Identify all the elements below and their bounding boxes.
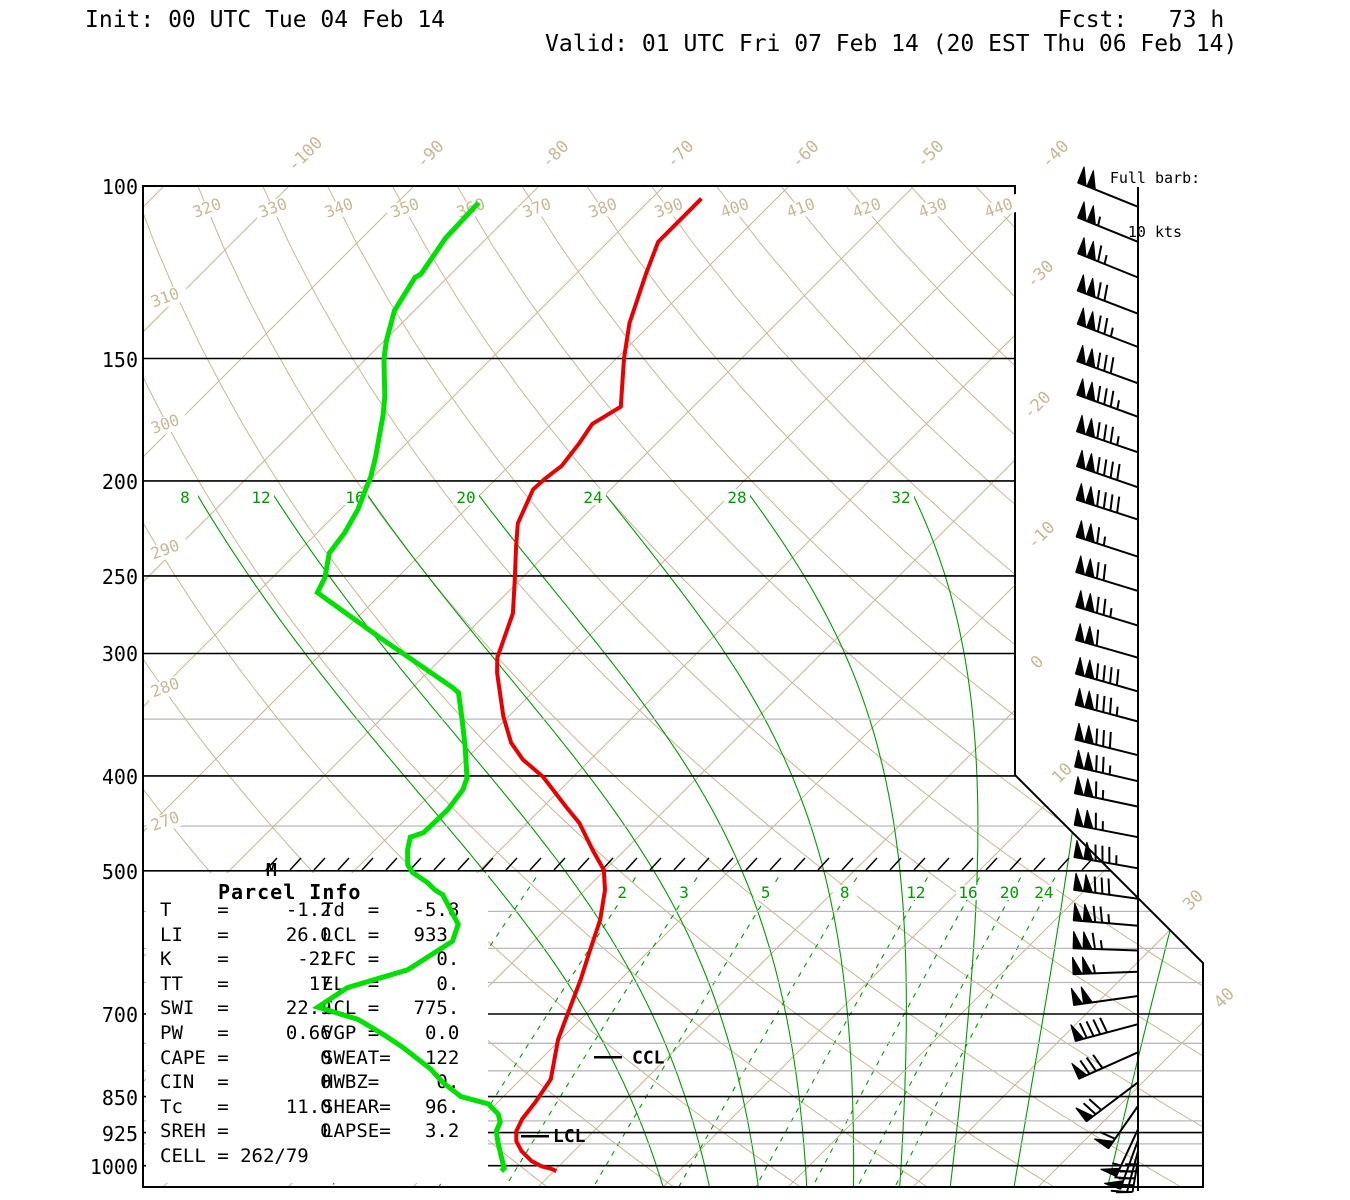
mixing-ratio-label: 20 — [1000, 883, 1019, 902]
mixing-ratio-label: 12 — [906, 883, 925, 902]
wind-barb — [1075, 520, 1139, 558]
wind-barb — [1073, 840, 1139, 870]
wind-barb — [1075, 555, 1139, 592]
wind-barbs — [1070, 166, 1139, 1194]
m-marker: M — [266, 860, 277, 881]
lcl-marker: LCL — [521, 1126, 586, 1147]
wind-barb — [1074, 688, 1139, 723]
wind-barb — [1077, 237, 1139, 279]
mixing-ratio-labels: 2 3 5 8 12 16 20 24 — [610, 883, 1056, 902]
moist-adiabat-label: 24 — [583, 488, 602, 507]
wind-barb — [1071, 956, 1139, 976]
mixing-ratio-label: 8 — [840, 883, 850, 902]
wind-barb-legend-line1: Full barb: — [1109, 169, 1201, 187]
wind-barb — [1077, 201, 1139, 243]
pressure-tick-label: 100 — [101, 175, 138, 199]
wind-barb — [1100, 1128, 1139, 1178]
init-time-label: Init: 00 UTC Tue 04 Feb 14 — [85, 7, 446, 33]
lcl-marker-label: LCL — [553, 1126, 586, 1147]
wind-barb — [1077, 166, 1139, 208]
mixing-ratio-label: 2 — [617, 883, 627, 902]
wind-barb — [1075, 1081, 1139, 1123]
wind-barb — [1070, 986, 1139, 1006]
pressure-tick-label: 400 — [101, 764, 138, 789]
pressure-tick-label: 1000 — [89, 1154, 138, 1179]
pressure-tick-label: 925 — [101, 1121, 138, 1146]
pressure-tick-label: 250 — [101, 564, 138, 589]
pressure-tick-label: 850 — [101, 1085, 138, 1110]
wind-barb — [1093, 1105, 1139, 1150]
wind-barb — [1074, 749, 1139, 783]
moist-adiabat-labels: 8 12 16 20 24 28 32 — [172, 488, 914, 507]
plot-border — [142, 185, 1204, 1188]
wind-barb — [1075, 590, 1139, 627]
forecast-hour-label: Fcst: 73 h — [1058, 7, 1225, 33]
pressure-tick-label: 300 — [101, 642, 138, 667]
wind-barb — [1116, 1160, 1139, 1194]
wind-barb — [1076, 307, 1139, 348]
wind-barb — [1072, 903, 1139, 927]
wind-barb-legend: Full barb: 10 kts — [1095, 133, 1215, 277]
valid-time-label: Valid: 01 UTC Fri 07 Feb 14 (20 EST Thu … — [545, 31, 1238, 57]
moist-adiabat-label: 28 — [727, 488, 746, 507]
moist-adiabat-label: 20 — [456, 488, 475, 507]
parcel-info-mask — [146, 873, 488, 1183]
wind-barb — [1076, 274, 1139, 315]
freezing-hash-marks — [265, 857, 1094, 871]
wind-barb — [1073, 776, 1139, 808]
temperature-curve — [495, 197, 703, 1173]
wind-barb — [1072, 931, 1139, 952]
mixing-ratio-label: 3 — [679, 883, 689, 902]
wind-barb — [1074, 722, 1139, 757]
wind-barb — [1076, 344, 1139, 385]
pressure-tick-label: 150 — [101, 347, 138, 372]
wind-barb — [1075, 449, 1139, 489]
wind-barb — [1075, 414, 1139, 454]
wind-barb — [1073, 872, 1139, 900]
wind-barb — [1070, 1017, 1139, 1042]
wind-barb — [1074, 657, 1139, 693]
dewpoint-curve — [311, 200, 507, 1173]
wind-barb — [1075, 483, 1139, 521]
wind-barb — [1073, 807, 1139, 839]
wind-barb — [1076, 378, 1139, 418]
wind-barb-legend-line2: 10 kts — [1127, 223, 1183, 241]
pressure-tick-label: 500 — [101, 859, 138, 884]
mixing-ratio-label: 5 — [761, 883, 771, 902]
mixing-ratio-label: 16 — [958, 883, 977, 902]
ccl-marker-label: CCL — [632, 1047, 665, 1068]
pressure-tick-label: 700 — [101, 1002, 138, 1027]
wind-barb — [1071, 1051, 1139, 1080]
ccl-marker: CCL — [594, 1047, 665, 1068]
pressure-tick-label: 200 — [101, 469, 138, 494]
moist-adiabat-label: 32 — [891, 488, 910, 507]
moist-adiabat-label: 8 — [180, 488, 190, 507]
moist-adiabat-label: 12 — [251, 488, 270, 507]
wind-barb — [1074, 623, 1139, 659]
mixing-ratio-label: 24 — [1034, 883, 1053, 902]
